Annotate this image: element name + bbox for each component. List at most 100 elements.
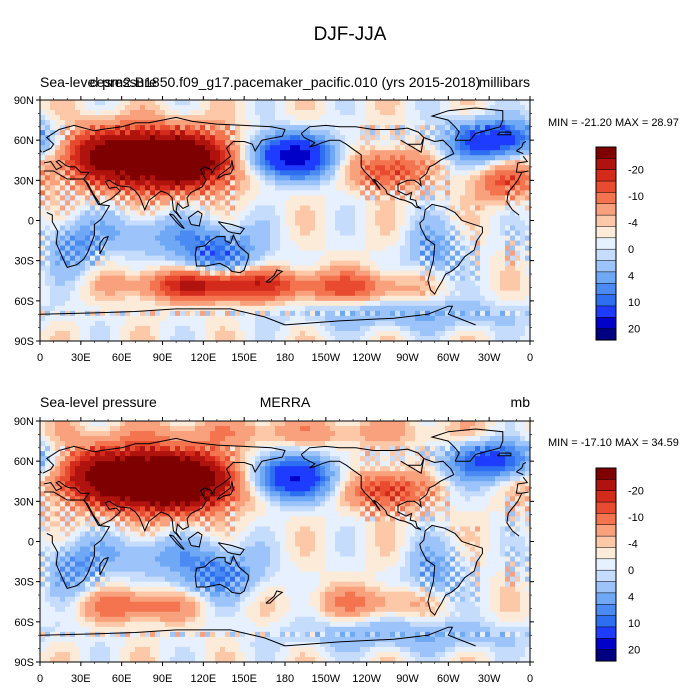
field-cell xyxy=(400,105,406,111)
field-cell xyxy=(155,210,161,217)
field-cell xyxy=(450,205,456,212)
field-cell xyxy=(85,290,91,297)
field-cell xyxy=(205,155,211,161)
field-cell xyxy=(125,421,131,427)
field-cell xyxy=(455,335,461,341)
field-cell xyxy=(495,170,501,176)
field-cell xyxy=(335,105,341,111)
field-cell xyxy=(345,255,351,262)
field-cell xyxy=(215,130,221,136)
field-cell xyxy=(420,260,426,267)
field-cell xyxy=(400,270,406,277)
field-cell xyxy=(355,195,361,202)
field-cell xyxy=(460,120,466,126)
field-cell xyxy=(50,240,56,247)
field-cell xyxy=(320,170,326,176)
field-cell xyxy=(210,210,216,217)
field-cell xyxy=(440,325,446,332)
field-cell xyxy=(455,330,461,337)
field-cell xyxy=(360,170,366,176)
field-cell xyxy=(425,320,431,327)
field-cell xyxy=(140,230,146,237)
field-cell xyxy=(375,280,381,287)
field-cell xyxy=(180,235,186,242)
field-cell xyxy=(320,250,326,257)
field-cell xyxy=(280,300,286,307)
field-cell xyxy=(335,285,341,292)
field-cell xyxy=(495,185,501,191)
field-cell xyxy=(450,240,456,247)
field-cell xyxy=(470,100,476,106)
field-cell xyxy=(420,210,426,217)
field-cell xyxy=(175,130,181,136)
field-cell xyxy=(400,300,406,307)
field-cell xyxy=(100,135,106,141)
field-cell xyxy=(330,200,336,207)
field-cell xyxy=(240,305,246,312)
field-cell xyxy=(205,125,211,131)
field-cell xyxy=(395,275,401,282)
field-cell xyxy=(330,205,336,212)
field-cell xyxy=(50,120,56,126)
field-cell xyxy=(65,265,71,272)
field-cell xyxy=(305,320,311,327)
field-cell xyxy=(160,285,166,292)
field-cell xyxy=(210,100,216,106)
field-cell xyxy=(230,215,236,222)
field-cell xyxy=(185,335,191,341)
field-cell xyxy=(60,235,66,242)
field-cell xyxy=(60,335,66,341)
field-cell xyxy=(110,300,116,307)
field-cell xyxy=(115,250,121,257)
field-cell xyxy=(450,175,456,181)
field-cell xyxy=(355,220,361,227)
field-cell xyxy=(360,335,366,341)
field-cell xyxy=(280,310,286,317)
field-cell xyxy=(515,120,521,126)
field-cell xyxy=(110,285,116,292)
coastline xyxy=(99,235,109,255)
field-cell xyxy=(400,140,406,146)
field-cell xyxy=(255,210,261,217)
field-cell xyxy=(235,185,241,191)
field-cell xyxy=(365,195,371,202)
field-cell xyxy=(315,165,321,171)
field-cell xyxy=(180,120,186,126)
field-cell xyxy=(355,335,361,341)
field-cell xyxy=(195,220,201,227)
field-cell xyxy=(310,205,316,212)
field-cell xyxy=(85,185,91,191)
field-cell xyxy=(40,185,46,191)
field-cell xyxy=(400,330,406,337)
field-cell xyxy=(130,120,136,126)
coastline xyxy=(44,170,111,268)
field-cell xyxy=(355,125,361,131)
field-cell xyxy=(200,335,206,341)
field-cell xyxy=(415,205,421,212)
field-cell xyxy=(395,135,401,141)
field-cell xyxy=(330,245,336,252)
field-cell xyxy=(55,195,61,202)
field-cell xyxy=(45,115,51,121)
field-cell xyxy=(220,140,226,146)
field-cell xyxy=(45,230,51,237)
field-cell xyxy=(450,130,456,136)
field-cell xyxy=(510,155,516,161)
field-cell xyxy=(130,325,136,332)
field-cell xyxy=(520,155,526,161)
field-cell xyxy=(370,260,376,267)
field-cell xyxy=(435,265,441,272)
field-cell xyxy=(125,130,131,136)
field-cell xyxy=(425,210,431,217)
field-cell xyxy=(40,265,46,272)
field-cell xyxy=(400,280,406,287)
field-cell xyxy=(380,145,386,151)
field-cell xyxy=(345,160,351,166)
field-cell xyxy=(70,285,76,292)
field-cell xyxy=(310,110,316,116)
field-cell xyxy=(290,195,296,202)
field-cell xyxy=(395,155,401,161)
field-cell xyxy=(475,115,481,121)
field-cell xyxy=(135,125,141,131)
field-cell xyxy=(270,145,276,151)
